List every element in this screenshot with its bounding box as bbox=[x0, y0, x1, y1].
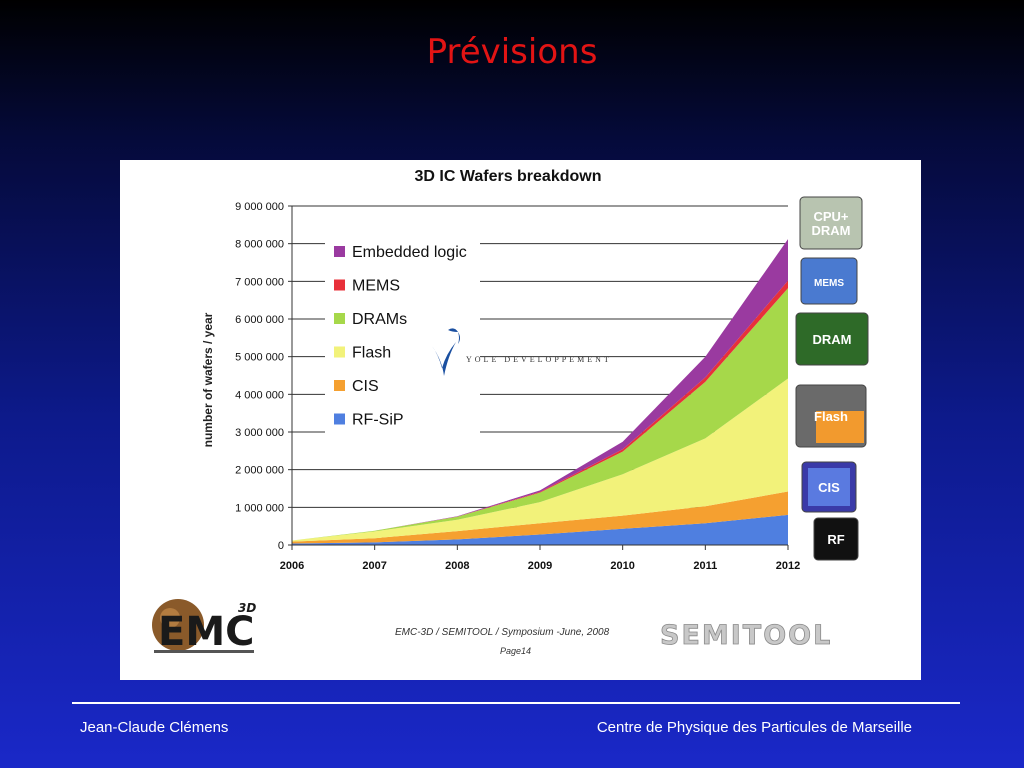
x-tick-label: 2012 bbox=[776, 560, 800, 572]
dram-chip-icon: DRAM bbox=[795, 312, 869, 366]
emc-logo-sup: 3D bbox=[238, 601, 256, 615]
y-tick-label: 6 000 000 bbox=[235, 314, 284, 326]
source-line-2: Page14 bbox=[500, 646, 531, 656]
mems-chip-icon: MEMS bbox=[800, 257, 858, 305]
yole-watermark: YOLE DEVELOPPEMENT bbox=[432, 328, 612, 376]
chip-icon-label: DRAM bbox=[813, 332, 852, 347]
chart-title: 3D IC Wafers breakdown bbox=[414, 168, 601, 185]
x-tick-label: 2009 bbox=[528, 560, 552, 572]
y-axis-label: number of wafers / year bbox=[201, 312, 215, 447]
footer-institution: Centre de Physique des Particules de Mar… bbox=[596, 719, 912, 736]
x-tick-label: 2008 bbox=[445, 560, 469, 572]
flash-chip-icon: Flash bbox=[795, 384, 867, 448]
x-tick-label: 2011 bbox=[693, 560, 717, 572]
legend-label-embedded-logic: Embedded logic bbox=[352, 244, 467, 261]
area-series-flash bbox=[292, 378, 788, 542]
y-tick-label: 0 bbox=[278, 540, 284, 552]
legend-swatch-flash bbox=[334, 346, 345, 358]
legend-label-rf-sip: RF-SiP bbox=[352, 412, 404, 429]
cpu-dram-chip-icon: CPU+DRAM bbox=[799, 196, 863, 250]
chart-panel: 3D IC Wafers breakdown number of wafers … bbox=[120, 160, 921, 680]
x-tick-label: 2010 bbox=[610, 560, 634, 572]
legend-box bbox=[325, 238, 480, 448]
chip-icon-label: RF bbox=[827, 532, 844, 547]
legend-swatch-embedded-logic bbox=[334, 246, 345, 257]
emc-logo-text: EMC bbox=[158, 609, 254, 655]
chip-icon-label: MEMS bbox=[814, 278, 844, 289]
legend-label-flash: Flash bbox=[352, 345, 391, 362]
chip-icon-label: DRAM bbox=[812, 223, 851, 238]
area-series-drams bbox=[292, 288, 788, 541]
x-tick-label: 2006 bbox=[280, 560, 304, 572]
legend-label-drams: DRAMs bbox=[352, 311, 407, 328]
y-tick-label: 1 000 000 bbox=[235, 502, 284, 514]
cis-sensor-icon: CIS bbox=[801, 461, 857, 513]
slide-title: Prévisions bbox=[426, 32, 598, 72]
chip-icon-label: CIS bbox=[818, 480, 840, 495]
y-tick-label: 4 000 000 bbox=[235, 389, 284, 401]
y-tick-label: 7 000 000 bbox=[235, 276, 284, 288]
legend-label-mems: MEMS bbox=[352, 278, 400, 295]
legend-swatch-drams bbox=[334, 313, 345, 324]
y-tick-label: 3 000 000 bbox=[235, 427, 284, 439]
yole-logo-icon bbox=[432, 342, 456, 376]
y-tick-label: 5 000 000 bbox=[235, 352, 284, 364]
watermark-text: YOLE DEVELOPPEMENT bbox=[466, 355, 612, 364]
legend-swatch-rf-sip bbox=[334, 413, 345, 425]
area-series-cis bbox=[292, 491, 788, 544]
wafers-area-chart: 3D IC Wafers breakdown number of wafers … bbox=[152, 168, 869, 656]
chip-icon-label: CPU+ bbox=[813, 209, 848, 224]
source-line-1: EMC-3D / SEMITOOL / Symposium -June, 200… bbox=[395, 627, 610, 638]
area-series-rf-sip bbox=[292, 514, 788, 545]
footer-author: Jean-Claude Clémens bbox=[80, 719, 229, 736]
legend-swatch-cis bbox=[334, 380, 345, 391]
legend-swatch-mems bbox=[334, 279, 345, 291]
x-tick-label: 2007 bbox=[362, 560, 386, 572]
legend-label-cis: CIS bbox=[352, 378, 379, 395]
chip-icon-label: Flash bbox=[814, 409, 848, 424]
emc-3d-logo: EMC 3D bbox=[152, 599, 256, 655]
y-tick-label: 8 000 000 bbox=[235, 239, 284, 251]
y-tick-label: 2 000 000 bbox=[235, 465, 284, 477]
area-series-embedded-logic bbox=[292, 239, 788, 541]
semitool-logo: SEMITOOL bbox=[660, 620, 832, 651]
y-tick-label: 9 000 000 bbox=[235, 201, 284, 213]
rf-chip-icon: RF bbox=[813, 517, 859, 561]
footer-divider bbox=[72, 702, 960, 704]
